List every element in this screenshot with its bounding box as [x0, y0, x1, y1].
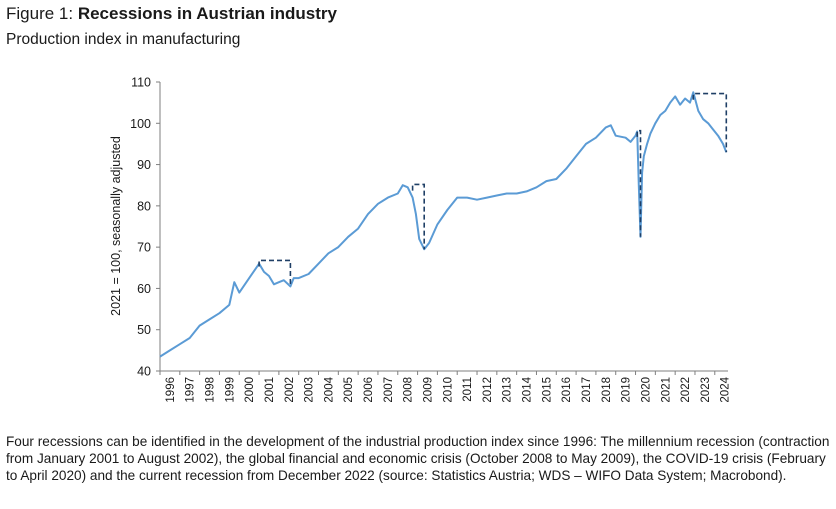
- y-tick-label: 40: [137, 365, 151, 379]
- x-tick-label: 2004: [323, 376, 335, 402]
- x-tick-label: 2009: [422, 377, 434, 403]
- x-tick-label: 2001: [264, 377, 276, 403]
- x-tick-label: 2015: [541, 377, 553, 403]
- x-tick-label: 1996: [165, 377, 177, 403]
- recession-marker: [411, 183, 425, 250]
- recession-marker: [692, 92, 728, 153]
- series-line: [159, 91, 728, 358]
- recession-marker: [636, 129, 642, 237]
- x-tick-label: 2022: [680, 377, 692, 403]
- y-tick-label: 90: [137, 158, 151, 172]
- x-tick-label: 2013: [502, 377, 514, 403]
- x-tick-label: 2014: [522, 376, 534, 402]
- x-tick-label: 2005: [343, 377, 355, 403]
- line-chart: 40 50 60 70 80 90 100 110 1996 1997 1998 1999 2000 2…: [109, 76, 732, 403]
- y-tick-label: 70: [137, 241, 151, 255]
- x-axis: 1996 1997 1998 1999 2000 2001 2002 2003 2004 2005…: [159, 370, 732, 403]
- x-tick-label: 1997: [185, 377, 197, 403]
- x-tick-label: 2008: [403, 377, 415, 403]
- plot-area: [159, 91, 728, 358]
- x-tick-label: 2019: [621, 377, 633, 403]
- figure-caption: Four recessions can be identified in the…: [6, 434, 830, 483]
- y-axis-label: 2021 = 100, seasonally adjusted: [109, 136, 123, 316]
- x-tick-label: 2000: [244, 377, 256, 403]
- x-tick-label: 2020: [640, 377, 652, 403]
- y-tick-label: 80: [137, 199, 151, 213]
- y-axis: 40 50 60 70 80 90 100 110: [130, 76, 161, 379]
- x-tick-label: 2023: [700, 377, 712, 403]
- chart-title: Recessions in Austrian industry: [77, 4, 337, 23]
- x-tick-label: 2021: [660, 377, 672, 403]
- x-tick-label: 2002: [284, 377, 296, 403]
- figure-label: Figure 1:: [6, 4, 78, 23]
- x-tick-label: 2010: [442, 377, 454, 403]
- x-tick-label: 2007: [383, 377, 395, 403]
- y-tick-label: 100: [130, 117, 151, 131]
- y-tick-label: 60: [137, 282, 151, 296]
- x-tick-label: 2003: [304, 377, 316, 403]
- y-tick-label: 110: [131, 76, 151, 90]
- figure-title: Figure 1: Recessions in Austrian industr…: [6, 3, 337, 25]
- x-tick-label: 2006: [363, 377, 375, 403]
- x-tick-label: 2011: [462, 377, 474, 402]
- chart-subtitle: Production index in manufacturing: [6, 31, 241, 48]
- x-tick-label: 1999: [224, 377, 236, 403]
- x-tick-label: 2016: [561, 377, 573, 403]
- x-tick-label: 2024: [720, 376, 732, 402]
- recession-marker: [258, 259, 292, 287]
- x-tick-label: 2018: [601, 377, 613, 403]
- x-tick-label: 1998: [205, 377, 217, 403]
- x-tick-label: 2012: [482, 377, 494, 403]
- y-tick-label: 50: [137, 323, 151, 337]
- x-tick-label: 2017: [581, 377, 593, 403]
